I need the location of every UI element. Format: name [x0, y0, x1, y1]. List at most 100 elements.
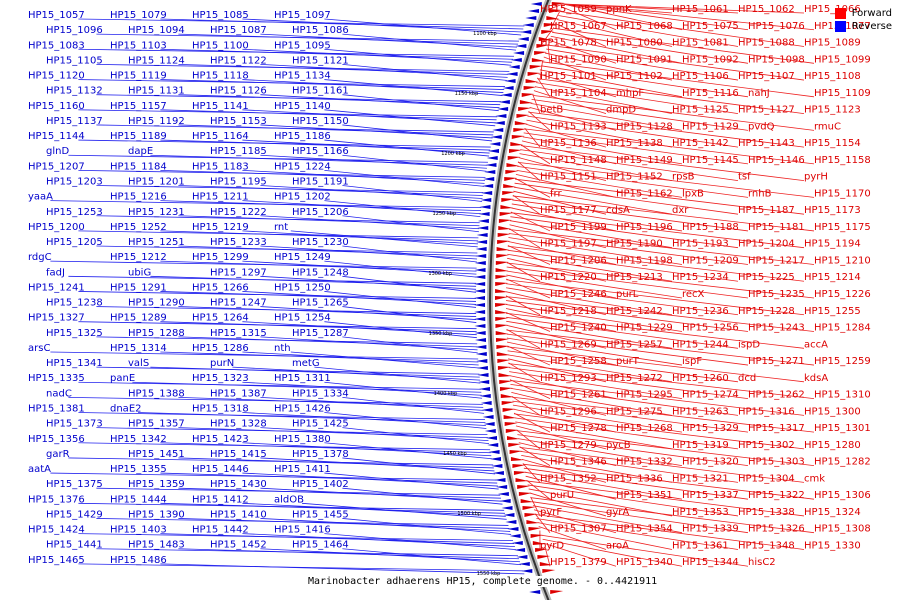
reverse-gene-label: HP15_1251 — [128, 237, 185, 248]
reverse-connector-line — [242, 260, 477, 275]
gene-arrow-reverse — [474, 275, 486, 279]
reverse-gene-label: HP15_1185 — [210, 146, 267, 157]
gene-arrow-reverse — [474, 289, 486, 293]
reverse-connector-line — [324, 109, 496, 127]
forward-connector-line — [549, 10, 561, 30]
reverse-connector-line — [301, 502, 507, 520]
reverse-connector-line — [232, 366, 481, 381]
forward-gene-label: pyrH — [804, 172, 828, 183]
reverse-gene-label: HP15_1328 — [210, 419, 267, 430]
forward-gene-label: HP15_1129 — [682, 121, 739, 132]
reverse-gene-label: HP15_1211 — [192, 192, 249, 203]
forward-gene-label: HP15_1324 — [804, 507, 861, 518]
forward-gene-label: HP15_1240 — [550, 323, 607, 334]
forward-connector-line — [525, 123, 607, 148]
forward-gene-label: HP15_1268 — [616, 423, 673, 434]
forward-connector-line — [531, 501, 749, 534]
forward-connector-line — [512, 199, 749, 232]
forward-connector-line — [506, 278, 551, 299]
reverse-gene-label: HP15_1079 — [110, 10, 167, 21]
forward-gene-label: HP15_1317 — [748, 423, 805, 434]
gene-arrow-reverse — [477, 373, 489, 377]
forward-connector-line — [531, 98, 749, 131]
forward-gene-label: mhpF — [616, 88, 644, 99]
reverse-connector-line — [150, 366, 480, 378]
reverse-gene-label: HP15_1311 — [274, 373, 331, 384]
forward-connector-line — [511, 396, 815, 433]
reverse-gene-label: HP15_1122 — [210, 55, 267, 66]
forward-connector-line — [528, 111, 551, 131]
reverse-connector-line — [242, 48, 513, 63]
forward-gene-label: HP15_1204 — [738, 239, 795, 250]
reverse-connector-line — [242, 18, 523, 33]
genome-backbone-group — [487, 0, 552, 600]
gene-arrow-forward — [507, 156, 521, 160]
gene-arrow-reverse — [482, 415, 494, 419]
forward-gene-label: HP15_1351 — [616, 490, 673, 501]
reverse-connector-line — [324, 260, 477, 278]
reverse-connector-line — [342, 306, 477, 323]
reverse-gene-label: HP15_1318 — [192, 404, 249, 415]
forward-connector-line — [533, 90, 607, 114]
reverse-connector-line — [342, 154, 487, 172]
forward-gene-label: pycB — [606, 440, 631, 451]
legend-swatch-forward — [834, 8, 846, 19]
reverse-gene-label: HP15_1291 — [110, 282, 167, 293]
reverse-gene-label: HP15_1359 — [128, 479, 185, 490]
gene-arrow-reverse — [487, 149, 499, 153]
gene-arrow-reverse — [504, 79, 516, 83]
forward-connector-line — [532, 94, 815, 131]
gene-arrow-reverse — [474, 331, 486, 335]
gene-arrow-forward — [517, 485, 531, 489]
reverse-connector-line — [160, 563, 525, 575]
gene-arrow-reverse — [474, 310, 486, 314]
forward-connector-line — [539, 27, 555, 47]
gene-arrow-reverse — [481, 191, 493, 195]
forward-connector-line — [505, 312, 551, 332]
gene-arrow-reverse — [517, 37, 529, 41]
forward-connector-line — [543, 56, 607, 81]
ruler-tick-label: 1150 kbp — [455, 91, 479, 97]
gene-arrow-forward — [495, 268, 509, 272]
forward-connector-group — [505, 3, 815, 567]
forward-connector-line — [509, 375, 617, 399]
forward-gene-label: HP15_1089 — [804, 38, 861, 49]
forward-gene-label: HP15_1295 — [616, 390, 673, 401]
forward-gene-label: HP15_1076 — [748, 21, 805, 32]
gene-arrow-reverse — [475, 338, 487, 342]
reverse-gene-label: HP15_1380 — [274, 434, 331, 445]
reverse-gene-label: glnD — [46, 146, 69, 157]
reverse-gene-label: HP15_1425 — [292, 419, 349, 430]
reverse-gene-label: HP15_1212 — [110, 252, 167, 263]
reverse-connector-line — [150, 154, 488, 166]
forward-connector-line — [506, 316, 739, 349]
gene-arrow-reverse — [497, 107, 509, 111]
forward-connector-line — [506, 261, 541, 282]
ruler-tick-label: 1300 kbp — [428, 271, 452, 277]
reverse-connector-line — [324, 472, 499, 490]
reverse-connector-line — [260, 487, 502, 502]
reverse-gene-label: HP15_1342 — [110, 434, 167, 445]
forward-gene-label: pyrD — [540, 540, 564, 551]
reverse-gene-label: HP15_1230 — [292, 237, 349, 248]
reverse-gene-label: HP15_1388 — [128, 388, 185, 399]
forward-gene-label: nahJ — [748, 88, 770, 99]
gene-arrow-forward — [497, 233, 511, 237]
forward-gene-label: HP15_1199 — [550, 222, 607, 233]
gene-arrow-reverse — [474, 268, 486, 272]
reverse-connector-line — [242, 230, 478, 245]
forward-gene-label: HP15_1278 — [550, 423, 607, 434]
gene-arrow-forward — [513, 128, 527, 132]
forward-connector-line — [517, 434, 749, 467]
gene-arrow-forward — [510, 457, 524, 461]
gene-arrow-forward — [512, 464, 526, 468]
reverse-gene-label: HP15_1247 — [210, 298, 267, 309]
reverse-gene-label: HP15_1121 — [292, 55, 349, 66]
reverse-gene-label: HP15_1094 — [128, 25, 185, 36]
gene-arrow-reverse — [481, 408, 493, 412]
gene-arrow-forward — [546, 16, 560, 20]
gene-arrow-reverse — [496, 485, 508, 489]
forward-gene-label: HP15_1109 — [814, 88, 871, 99]
gene-arrow-reverse — [514, 548, 526, 552]
forward-connector-line — [505, 304, 683, 332]
